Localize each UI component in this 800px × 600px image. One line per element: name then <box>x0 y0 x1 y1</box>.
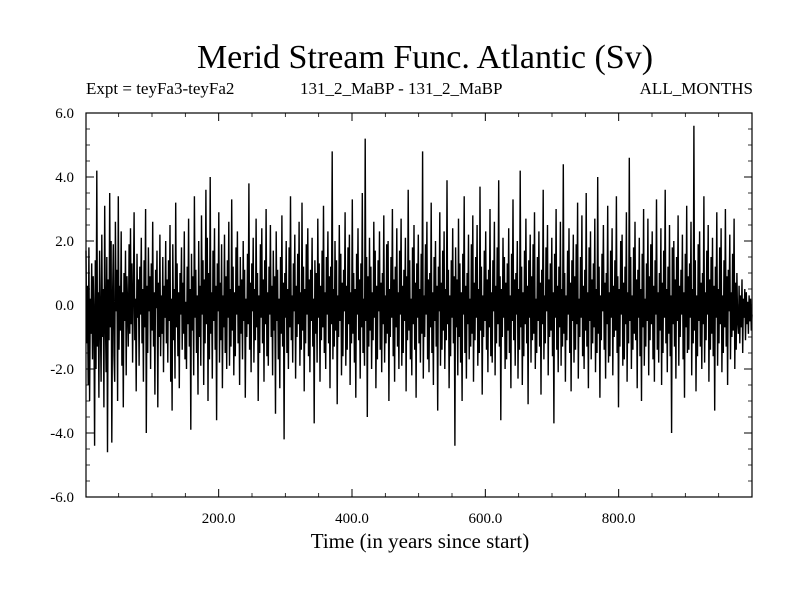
y-tick-label: -4.0 <box>50 426 74 442</box>
period-label: 131_2_MaBP - 131_2_MaBP <box>300 79 503 98</box>
chart-title: Merid Stream Func. Atlantic (Sv) <box>196 39 654 76</box>
x-tick-label: 200.0 <box>202 511 236 527</box>
y-tick-label: 6.0 <box>55 106 74 122</box>
y-tick-label: 4.0 <box>55 170 74 186</box>
y-axis: -6.0 -4.0 -2.0 0.0 2.0 4.0 6.0 <box>50 106 752 506</box>
plot-area <box>85 112 753 498</box>
x-tick-label: 800.0 <box>602 511 636 527</box>
x-axis-label: Time (in years since start) <box>311 529 530 553</box>
experiment-label: Expt = teyFa3-teyFa2 <box>86 79 235 98</box>
series-line <box>85 125 753 453</box>
x-tick-label: 600.0 <box>468 511 502 527</box>
y-tick-label: -6.0 <box>50 490 74 506</box>
y-tick-label: -2.0 <box>50 362 74 378</box>
x-tick-label: 400.0 <box>335 511 369 527</box>
months-label: ALL_MONTHS <box>639 79 753 98</box>
y-tick-label: 0.0 <box>55 298 74 314</box>
x-axis: 200.0 400.0 600.0 800.0 <box>118 113 720 527</box>
y-tick-label: 2.0 <box>55 234 74 250</box>
